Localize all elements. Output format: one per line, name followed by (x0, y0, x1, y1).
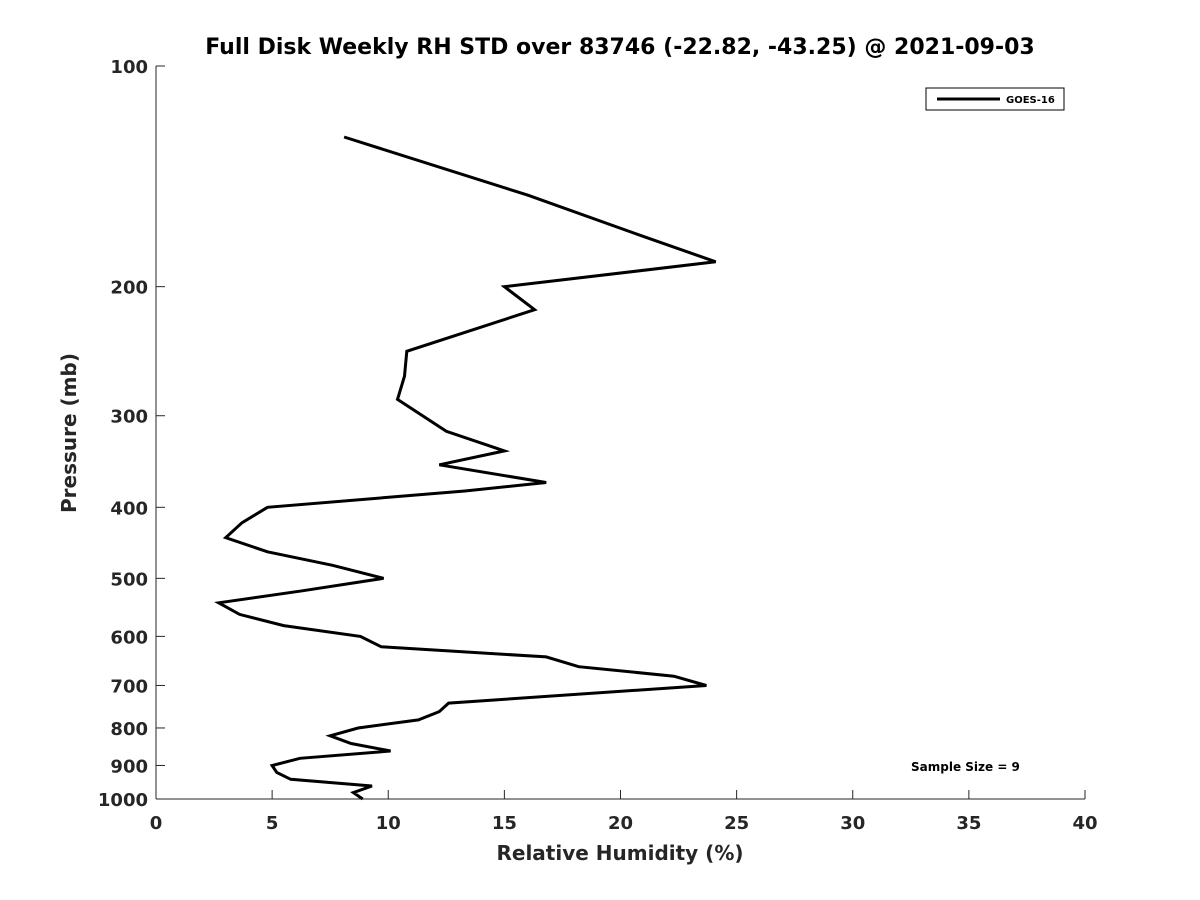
legend-label-goes-16: GOES-16 (1006, 95, 1055, 106)
y-axis-title: Pressure (mb) (57, 353, 81, 513)
y-tick-label: 900 (110, 756, 148, 777)
chart-title: Full Disk Weekly RH STD over 83746 (-22.… (205, 35, 1035, 60)
y-tick-label: 1000 (98, 790, 148, 811)
y-tick-label: 700 (110, 676, 148, 697)
x-tick-label: 35 (956, 813, 981, 834)
sample-size-annotation: Sample Size = 9 (911, 760, 1020, 774)
series-line-goes-16 (214, 135, 717, 801)
x-tick-label: 25 (724, 813, 749, 834)
y-tick-label: 500 (110, 569, 148, 590)
x-tick-label: 0 (150, 813, 163, 834)
x-tick-label: 10 (376, 813, 401, 834)
series-lines (214, 135, 717, 801)
axes (155, 66, 1085, 800)
y-axis-ticks: 100 200 300 400 500 600 700 800 900 1000 (98, 57, 165, 811)
y-tick-label: 100 (110, 57, 148, 78)
x-axis-ticks: 0 5 10 15 20 25 30 35 40 (150, 790, 1098, 834)
y-tick-label: 600 (110, 627, 148, 648)
y-tick-label: 800 (110, 719, 148, 740)
x-tick-label: 20 (608, 813, 633, 834)
y-tick-label: 300 (110, 407, 148, 428)
x-tick-label: 5 (266, 813, 279, 834)
x-axis-title: Relative Humidity (%) (496, 841, 743, 865)
y-tick-label: 400 (110, 498, 148, 519)
y-tick-label: 200 (110, 278, 148, 299)
x-tick-label: 30 (840, 813, 865, 834)
x-tick-label: 15 (492, 813, 517, 834)
x-tick-label: 40 (1072, 813, 1097, 834)
legend: GOES-16 (925, 87, 1065, 111)
